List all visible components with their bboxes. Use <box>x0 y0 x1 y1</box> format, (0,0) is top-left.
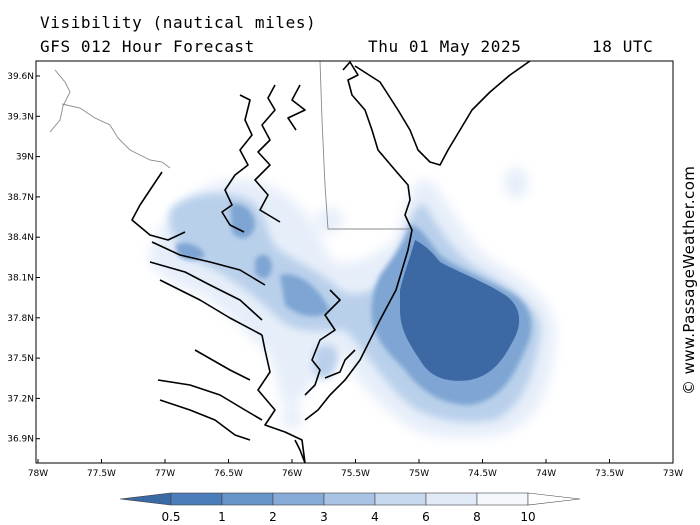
haze-core <box>400 240 520 381</box>
lon-label: 73.5W <box>595 469 624 479</box>
legend-swatch <box>170 492 223 506</box>
lat-label: 37.2N <box>7 394 34 404</box>
legend-label: 1 <box>218 510 226 524</box>
forecast-label: GFS 012 Hour Forecast <box>40 37 255 56</box>
legend-label: 0.5 <box>161 510 180 524</box>
lon-label: 77.5W <box>87 469 116 479</box>
lon-label: 75.5W <box>341 469 370 479</box>
legend-swatch <box>527 492 581 506</box>
state-borders <box>49 61 412 230</box>
forecast-date: Thu 01 May 2025 <box>368 37 522 56</box>
legend-label: 3 <box>320 510 328 524</box>
legend-swatch <box>425 492 478 506</box>
lon-label: 73W <box>663 469 683 479</box>
legend-swatch <box>119 492 172 506</box>
legend-swatch <box>272 492 325 506</box>
lat-label: 36.9N <box>7 435 34 445</box>
legend-label: 4 <box>371 510 379 524</box>
lon-label: 75W <box>409 469 429 479</box>
legend-label: 8 <box>473 510 481 524</box>
visibility-legend: 0.5 1 2 3 4 6 8 10 <box>119 492 581 524</box>
plot-frame <box>35 60 674 464</box>
legend-swatch <box>221 492 274 506</box>
legend-label: 6 <box>422 510 430 524</box>
legend-label: 2 <box>269 510 277 524</box>
lat-label: 37.5N <box>7 354 34 364</box>
lat-label: 37.8N <box>7 314 34 324</box>
lon-label: 76W <box>282 469 302 479</box>
lat-label: 38.7N <box>7 193 34 203</box>
visibility-shading <box>149 167 556 438</box>
lat-label: 39.3N <box>7 112 34 122</box>
lat-label: 38.1N <box>7 274 34 284</box>
legend-swatch <box>323 492 376 506</box>
lat-label: 38.4N <box>7 233 34 243</box>
lon-label: 76.5W <box>214 469 243 479</box>
latitude-axis: 39.6N 39.3N 39N 38.7N 38.4N 38.1N 37.8N 37.5N 37… <box>7 72 40 445</box>
credit-text: © www.PassageWeather.com <box>680 166 698 395</box>
coastlines <box>131 61 531 463</box>
forecast-time: 18 UTC <box>592 37 654 56</box>
legend-swatch <box>476 492 529 506</box>
lon-label: 74W <box>536 469 556 479</box>
lon-label: 78W <box>28 469 48 479</box>
lat-label: 39N <box>16 153 34 163</box>
map-title: Visibility (nautical miles) <box>40 13 317 32</box>
lon-label: 77W <box>155 469 175 479</box>
lon-label: 74.5W <box>468 469 497 479</box>
legend-swatch <box>374 492 427 506</box>
lat-label: 39.6N <box>7 72 34 82</box>
legend-label: 10 <box>520 510 535 524</box>
longitude-axis: 78W 77.5W 77W 76.5W 76W 75.5W 75W 74.5W 74W 73.5W… <box>28 459 683 479</box>
